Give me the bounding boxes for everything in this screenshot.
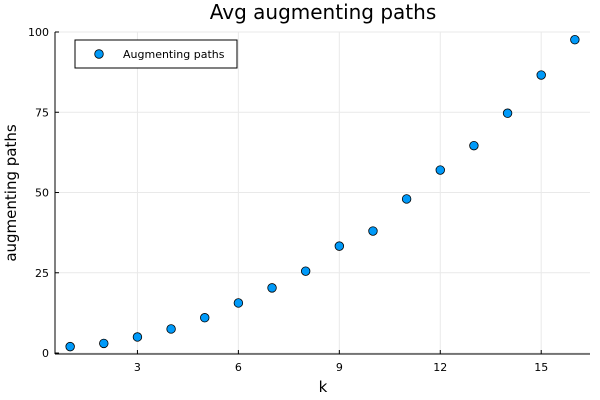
data-point	[99, 338, 109, 349]
grid-layer	[55, 31, 590, 354]
legend-label: Augmenting paths	[123, 48, 225, 61]
data-point	[233, 298, 244, 308]
data-point	[536, 70, 546, 80]
y-tick-label: 50	[35, 187, 49, 200]
ticks-layer: 3 6 9 12 15 0 25 50 75 100	[28, 26, 548, 374]
y-tick-label: 100	[28, 26, 49, 39]
data-point	[65, 341, 75, 352]
data-point	[334, 241, 345, 251]
data-point	[469, 140, 479, 151]
x-tick-label: 15	[534, 361, 548, 374]
x-tick-label: 6	[235, 361, 242, 374]
y-tick-label: 75	[35, 106, 49, 119]
data-point	[401, 194, 412, 204]
data-point	[368, 226, 378, 236]
data-point	[200, 313, 210, 323]
data-point	[435, 165, 445, 175]
legend-marker	[94, 49, 104, 59]
data-point	[166, 324, 176, 334]
x-tick-label: 12	[433, 361, 447, 374]
x-axis-label: k	[319, 378, 328, 396]
y-tick-label: 0	[42, 347, 49, 360]
data-point	[300, 266, 311, 276]
y-axis-label: augmenting paths	[2, 124, 20, 262]
data-point	[132, 332, 143, 342]
data-point	[502, 108, 513, 118]
points-layer	[65, 35, 580, 352]
data-point	[570, 35, 580, 45]
y-tick-label: 25	[35, 267, 49, 280]
data-point	[267, 283, 277, 293]
x-tick-label: 9	[336, 361, 343, 374]
legend: Augmenting paths	[74, 39, 238, 69]
chart-title: Avg augmenting paths	[210, 0, 437, 24]
x-tick-label: 3	[134, 361, 141, 374]
